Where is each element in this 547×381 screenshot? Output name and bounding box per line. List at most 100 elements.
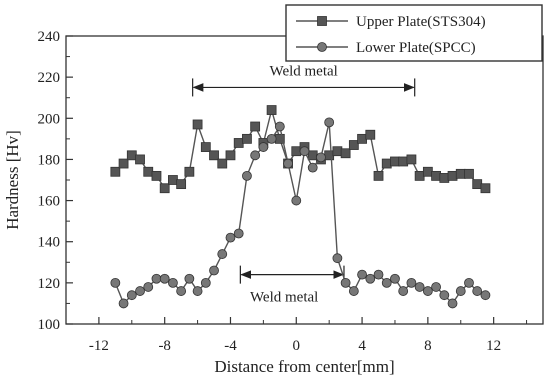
data-point [473,180,482,189]
data-point [464,278,473,287]
data-point [210,266,219,275]
legend: Upper Plate(STS304) Lower Plate(SPCC) [286,5,542,61]
data-point [160,274,169,283]
y-tick-label: 100 [38,317,61,333]
data-point [423,167,432,176]
data-point [432,171,441,180]
data-point [119,159,128,168]
x-tick-label: 4 [358,338,366,354]
data-point [136,155,145,164]
annotation-weld-metal-1: Weld metal [193,61,415,96]
x-tick-label: -8 [158,338,171,354]
data-point [144,282,153,291]
y-tick-label: 220 [38,70,61,86]
x-tick-label: -12 [89,338,109,354]
data-point [349,287,358,296]
data-point [201,143,210,152]
data-point [390,157,399,166]
x-axis-title: Distance from center[mm] [214,357,394,376]
data-point [481,291,490,300]
data-point [407,155,416,164]
data-point [399,157,408,166]
data-point [407,278,416,287]
data-point [358,270,367,279]
data-point [119,299,128,308]
legend-label: Upper Plate(STS304) [356,14,486,30]
data-point [193,120,202,129]
legend-marker [318,17,327,26]
data-point [168,278,177,287]
data-point [440,173,449,182]
data-point [448,171,457,180]
data-point [390,274,399,283]
data-point [127,291,136,300]
data-point [234,229,243,238]
data-point [218,159,227,168]
y-tick-label: 240 [38,29,61,45]
data-point [382,278,391,287]
data-point [251,151,260,160]
annotation-label: Weld metal [250,290,318,306]
data-point [201,278,210,287]
data-point [251,122,260,131]
legend-marker [318,43,327,52]
data-point [168,176,177,185]
data-point [366,130,375,139]
data-point [341,149,350,158]
data-point [481,184,490,193]
data-point [456,287,465,296]
y-tick-label: 160 [38,194,61,210]
data-point [366,274,375,283]
data-point [464,169,473,178]
data-point [382,159,391,168]
data-point [440,291,449,300]
data-point [152,171,161,180]
data-point [349,141,358,150]
y-tick-label: 200 [38,111,61,127]
annotation-weld-metal-2: Weld metal [240,266,344,306]
data-point [185,167,194,176]
data-point [111,167,120,176]
data-point [333,147,342,156]
y-axis-title: Hardness [Hv] [3,130,22,230]
data-point [325,118,334,127]
data-point [242,134,251,143]
data-point [300,147,309,156]
x-tick-label: 0 [293,338,301,354]
data-point [144,167,153,176]
data-point [111,278,120,287]
data-point [259,143,268,152]
data-point [234,138,243,147]
data-point [456,169,465,178]
data-point [193,287,202,296]
data-point [177,180,186,189]
data-point [399,287,408,296]
data-point [448,299,457,308]
data-point [432,282,441,291]
data-point [218,250,227,259]
data-point [242,171,251,180]
data-point [292,196,301,205]
data-point [333,254,342,263]
data-point [267,134,276,143]
data-point [374,270,383,279]
data-point [316,153,325,162]
annotations: Weld metal Weld metal [193,61,415,305]
data-point [210,151,219,160]
data-point [136,287,145,296]
y-tick-label: 180 [38,152,61,168]
data-point [415,282,424,291]
data-point [473,287,482,296]
data-point [226,151,235,160]
data-point [284,159,293,168]
data-point [127,151,136,160]
data-point [308,163,317,172]
y-tick-label: 120 [38,276,61,292]
data-point [325,151,334,160]
data-point [275,122,284,131]
data-point [423,287,432,296]
data-point [292,147,301,156]
x-tick-label: 12 [486,338,501,354]
y-tick-label: 140 [38,235,61,251]
